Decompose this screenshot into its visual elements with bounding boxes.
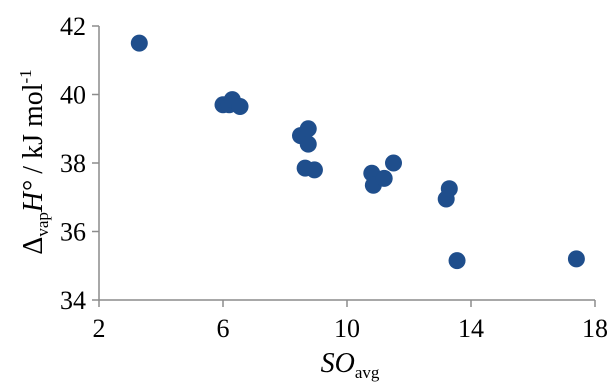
y-axis-title-unit: / kJ mol bbox=[18, 83, 49, 180]
data-point bbox=[231, 97, 249, 115]
data-point bbox=[440, 180, 458, 198]
data-point bbox=[375, 169, 393, 187]
data-point bbox=[130, 34, 148, 52]
x-tick-label: 18 bbox=[582, 314, 608, 343]
data-point bbox=[385, 154, 402, 172]
y-axis-title-subscript: vap bbox=[33, 212, 52, 237]
data-point bbox=[567, 250, 585, 268]
x-axis-title-subscript: avg bbox=[355, 363, 380, 382]
x-tick-label: 14 bbox=[458, 314, 484, 343]
y-axis-title-superscript: -1 bbox=[16, 69, 35, 83]
data-point bbox=[448, 252, 466, 270]
y-tick-label: 40 bbox=[60, 81, 86, 110]
x-tick-label: 6 bbox=[217, 314, 230, 343]
data-point bbox=[305, 161, 323, 179]
data-point bbox=[299, 135, 317, 153]
y-axis-title: ΔvapH° / kJ mol-1 bbox=[16, 69, 52, 254]
axes bbox=[92, 25, 596, 307]
x-tick-label: 10 bbox=[334, 314, 360, 343]
y-axis-title-symbol: H° bbox=[18, 181, 49, 213]
x-axis-title: SOavg bbox=[321, 348, 380, 382]
x-tick-label: 2 bbox=[93, 314, 106, 343]
y-tick-label: 42 bbox=[60, 12, 86, 41]
data-points bbox=[130, 34, 585, 270]
y-axis-title-delta: Δ bbox=[18, 237, 49, 255]
x-axis-title-main: SO bbox=[321, 348, 355, 379]
y-tick-label: 36 bbox=[60, 218, 86, 247]
y-tick-label: 38 bbox=[60, 149, 86, 178]
y-tick-label: 34 bbox=[60, 286, 86, 315]
data-point bbox=[299, 120, 317, 138]
